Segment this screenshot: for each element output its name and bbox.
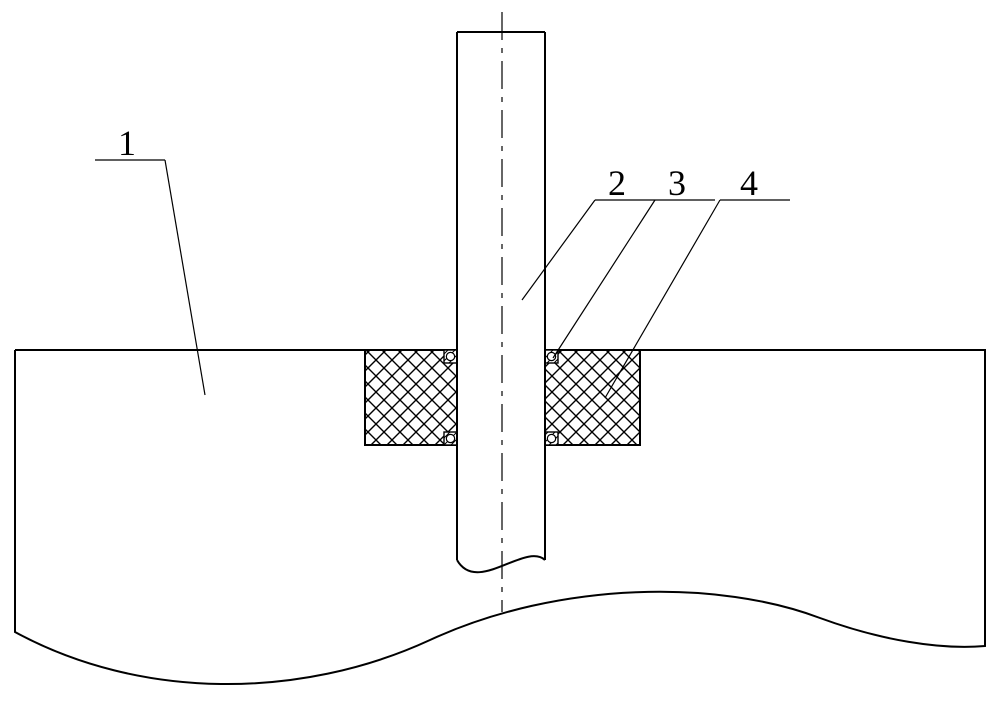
leader-line-4 (605, 200, 720, 398)
bushing-left (365, 350, 457, 445)
callout-label-3: 3 (668, 163, 686, 203)
callout-label-1: 1 (118, 123, 136, 163)
leader-line-1 (165, 160, 205, 395)
technical-diagram: 1 2 3 4 (0, 0, 1000, 715)
shaft-fill (457, 32, 545, 590)
seal-left-1-ring (446, 434, 454, 442)
callout-label-2: 2 (608, 163, 626, 203)
seal-left-0-ring (446, 352, 454, 360)
bushing-right (545, 350, 640, 445)
seal-right-1-ring (547, 434, 555, 442)
leader-line-3 (553, 200, 655, 358)
callout-label-4: 4 (740, 163, 758, 203)
